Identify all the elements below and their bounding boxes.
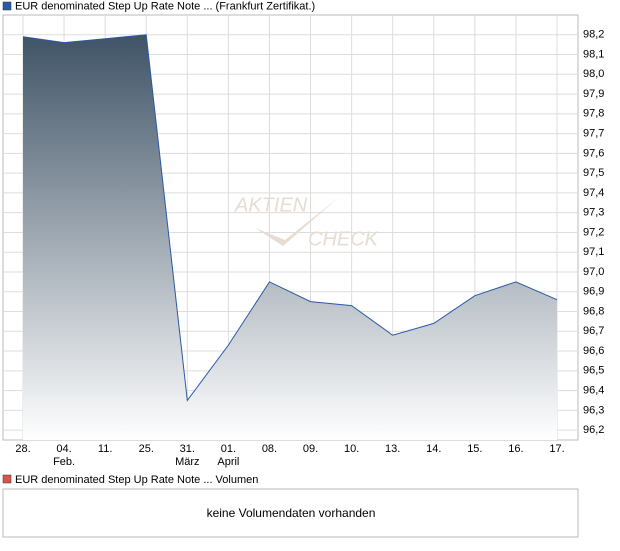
x-tick-label: 01. (221, 443, 236, 455)
y-tick-label: 96,6 (583, 345, 604, 357)
y-tick-label: 97,7 (583, 128, 604, 140)
y-tick-label: 97,1 (583, 246, 604, 258)
y-tick-label: 97,8 (583, 108, 604, 120)
y-tick-label: 98,2 (583, 29, 604, 41)
y-tick-label: 97,0 (583, 266, 604, 278)
x-month-label: März (175, 456, 199, 468)
y-tick-label: 96,7 (583, 325, 604, 337)
line (22, 34, 558, 402)
x-tick-label: 25. (139, 443, 154, 455)
x-tick-label: 15. (467, 443, 482, 455)
y-tick-label: 98,1 (583, 48, 604, 60)
y-tick-label: 96,8 (583, 305, 604, 317)
x-tick-label: 17. (549, 443, 564, 455)
watermark: AKTIEN (234, 194, 308, 216)
x-tick-label: 04. (56, 443, 71, 455)
x-tick-label: 09. (303, 443, 318, 455)
y-tick-label: 97,5 (583, 167, 604, 179)
x-tick-label: 31. (180, 443, 195, 455)
y-tick-label: 96,3 (583, 404, 604, 416)
x-tick-label: 14. (426, 443, 441, 455)
chart-title: EUR denominated Step Up Rate Note ... (F… (15, 0, 315, 12)
x-tick-label: 10. (344, 443, 359, 455)
y-tick-label: 96,9 (583, 286, 604, 298)
y-tick-label: 97,3 (583, 207, 604, 219)
x-tick-label: 08. (262, 443, 277, 455)
watermark: CHECK (308, 228, 380, 250)
y-tick-label: 97,2 (583, 226, 604, 238)
legend-swatch (2, 1, 12, 11)
volume-message: keine Volumendaten vorhanden (207, 506, 376, 520)
volume-frame (2, 488, 579, 538)
x-tick-label: 16. (508, 443, 523, 455)
y-tick-label: 96,2 (583, 424, 604, 436)
x-tick-label: 28. (15, 443, 30, 455)
legend-swatch (2, 474, 12, 484)
x-tick-label: 13. (385, 443, 400, 455)
x-month-label: April (217, 456, 239, 468)
y-tick-label: 97,6 (583, 147, 604, 159)
volume-legend: EUR denominated Step Up Rate Note ... Vo… (15, 474, 258, 486)
y-tick-label: 97,9 (583, 88, 604, 100)
y-tick-label: 96,5 (583, 365, 604, 377)
area (23, 34, 557, 440)
x-month-label: Feb. (53, 456, 75, 468)
y-tick-label: 97,4 (583, 187, 604, 199)
x-tick-label: 11. (98, 443, 112, 455)
y-tick-label: 96,4 (583, 384, 604, 396)
y-tick-label: 98,0 (583, 68, 604, 80)
